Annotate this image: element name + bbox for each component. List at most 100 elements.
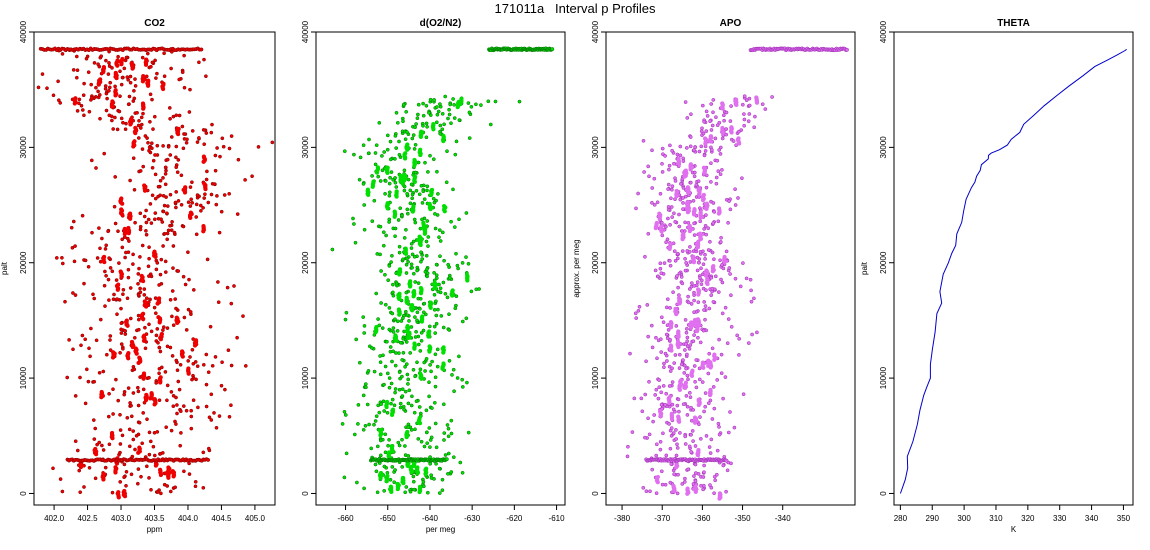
data-point [174,205,178,210]
data-point [167,106,172,110]
data-point [393,157,397,161]
data-point [361,393,366,398]
data-point [416,342,421,347]
data-point [699,266,703,271]
data-point [131,391,136,395]
data-point [168,153,173,157]
data-point [143,304,149,309]
data-point [181,224,186,229]
data-point [668,143,672,148]
data-point [126,275,131,280]
data-point [129,472,134,477]
data-point [384,233,388,238]
data-point [692,323,697,328]
data-point [150,193,155,198]
data-point [378,354,382,358]
data-point [716,219,721,224]
data-point [69,225,74,230]
data-point [179,202,184,207]
data-point [194,232,199,237]
data-point [140,278,146,284]
data-point [376,403,381,408]
data-point [488,122,493,127]
data-point [110,118,114,123]
data-point [388,139,393,144]
data-point [722,260,727,265]
data-point [163,270,168,274]
x-tick-label: -370 [654,514,671,523]
data-point [677,387,683,393]
data-point [214,425,219,430]
data-point [706,226,711,231]
data-point [440,477,445,482]
data-point [372,198,377,203]
data-point [674,311,679,317]
data-point [659,350,664,354]
data-point [140,441,145,446]
y-axis-label: palt [860,261,869,275]
data-point [636,308,641,313]
data-point [718,172,723,177]
data-point [409,308,415,313]
data-point [213,168,218,173]
data-point [673,219,678,224]
data-point [727,199,731,203]
data-point [428,445,432,449]
data-point [82,485,86,489]
data-point [419,250,423,255]
data-point [342,149,347,154]
data-point [425,267,429,272]
data-point [404,485,409,489]
data-point [161,193,166,198]
data-point [714,115,718,120]
data-point [400,181,405,186]
data-point [685,491,690,496]
data-point [182,190,188,195]
data-point [405,191,410,196]
x-tick-label: -340 [775,514,792,523]
data-point [363,382,368,386]
data-point [137,420,142,425]
data-point [229,134,234,138]
data-point [412,179,418,185]
data-point [711,110,715,115]
data-point [727,266,732,270]
data-point [691,408,696,412]
y-tick-label: 0 [879,491,888,496]
data-point [708,119,712,124]
data-point [190,129,195,133]
data-point [685,116,690,120]
data-point [436,307,440,312]
data-point [723,375,728,379]
data-point [156,184,161,189]
data-point [422,444,427,449]
data-point [641,138,646,143]
data-point [157,345,162,350]
data-point [174,422,178,426]
data-layer [330,46,555,495]
data-point [440,127,445,132]
data-point [165,231,170,236]
data-point [424,103,429,108]
data-point [190,347,195,352]
data-point [157,398,162,403]
data-point [405,372,410,377]
data-point [436,109,441,114]
data-point [692,310,696,315]
data-point [440,366,445,371]
data-point [191,288,196,292]
data-point [437,235,441,240]
data-point [427,110,431,115]
data-point [389,401,393,406]
data-point [675,274,679,278]
data-point [675,152,680,157]
data-point [176,158,181,162]
data-point [446,434,451,439]
data-point [406,454,411,458]
data-point [193,479,198,484]
data-point [695,280,700,284]
data-point [670,402,675,407]
data-point [718,240,723,244]
data-point [90,95,94,100]
data-point [191,398,196,403]
